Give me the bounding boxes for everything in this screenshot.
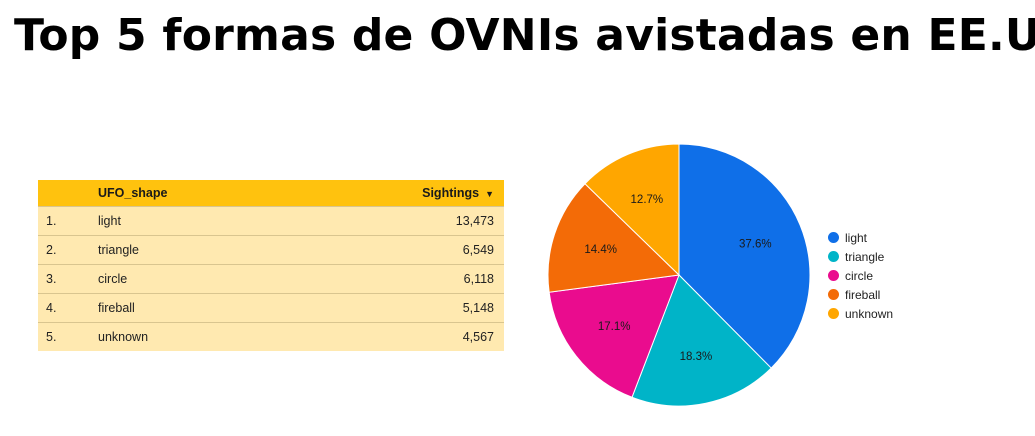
row-index: 3. [46,272,57,286]
table-row: 1. light 13,473 [38,206,504,235]
table-row: 5. unknown 4,567 [38,322,504,351]
row-sightings: 6,549 [462,243,494,257]
legend-swatch [828,289,839,300]
row-sightings: 6,118 [463,272,494,286]
table-row: 4. fireball 5,148 [38,293,504,322]
row-ufo-shape: triangle [98,243,139,257]
slice-percent-label: 37.6% [739,239,772,251]
pie-slice-light[interactable] [678,143,811,369]
legend-item-light[interactable]: light [828,228,893,247]
row-index: 2. [46,243,57,257]
row-index: 1. [46,214,57,228]
legend-item-circle[interactable]: circle [828,266,893,285]
row-index: 5. [46,330,57,344]
table-header: UFO_shape Sightings ▼ [38,180,504,206]
slice-percent-label: 12.7% [631,194,664,206]
legend-label: unknown [845,306,894,321]
pie-chart: 37.6% 18.3% 17.1% 14.4% 12.7% [547,143,811,407]
header-sightings-label: Sightings [422,186,480,200]
row-sightings: 4,567 [462,330,494,344]
legend-item-unknown[interactable]: unknown [828,304,893,323]
header-ufo-shape[interactable]: UFO_shape [98,186,168,200]
row-ufo-shape: fireball [98,301,135,315]
legend-item-fireball[interactable]: fireball [828,285,893,304]
row-ufo-shape: unknown [98,330,149,344]
table-row: 3. circle 6,118 [38,264,504,293]
table-body: 1. light 13,473 2. triangle 6,549 3. circle 6,11… [38,206,504,351]
row-ufo-shape: light [98,214,121,228]
table-row: 2. triangle 6,549 [38,235,504,264]
slice-percent-label: 17.1% [598,321,631,333]
legend-swatch [828,270,839,281]
legend-label: triangle [845,249,885,264]
header-sightings[interactable]: Sightings ▼ [324,186,504,200]
row-ufo-shape: circle [98,272,128,286]
legend-label: circle [845,268,874,283]
pie-slice-circle[interactable] [548,274,680,398]
page-title: Top 5 formas de OVNIs avistadas en EE.UU… [14,10,1035,61]
row-index: 4. [46,301,57,315]
legend-label: light [845,230,868,245]
row-sightings: 5,148 [462,301,494,315]
pie-slice-fireball[interactable] [547,183,681,293]
chart-legend: light triangle circle fireball unknown [828,228,893,323]
legend-swatch [828,251,839,262]
legend-item-triangle[interactable]: triangle [828,247,893,266]
row-sightings: 13,473 [455,214,494,228]
legend-swatch [828,232,839,243]
pie-slice-unknown[interactable] [584,143,680,277]
legend-swatch [828,308,839,319]
slice-percent-label: 18.3% [680,351,713,363]
slice-percent-label: 14.4% [584,244,617,256]
sightings-table: UFO_shape Sightings ▼ 1. light 13,473 2. tria… [38,180,504,351]
legend-label: fireball [845,287,881,302]
sort-descending-icon[interactable]: ▼ [485,189,494,199]
